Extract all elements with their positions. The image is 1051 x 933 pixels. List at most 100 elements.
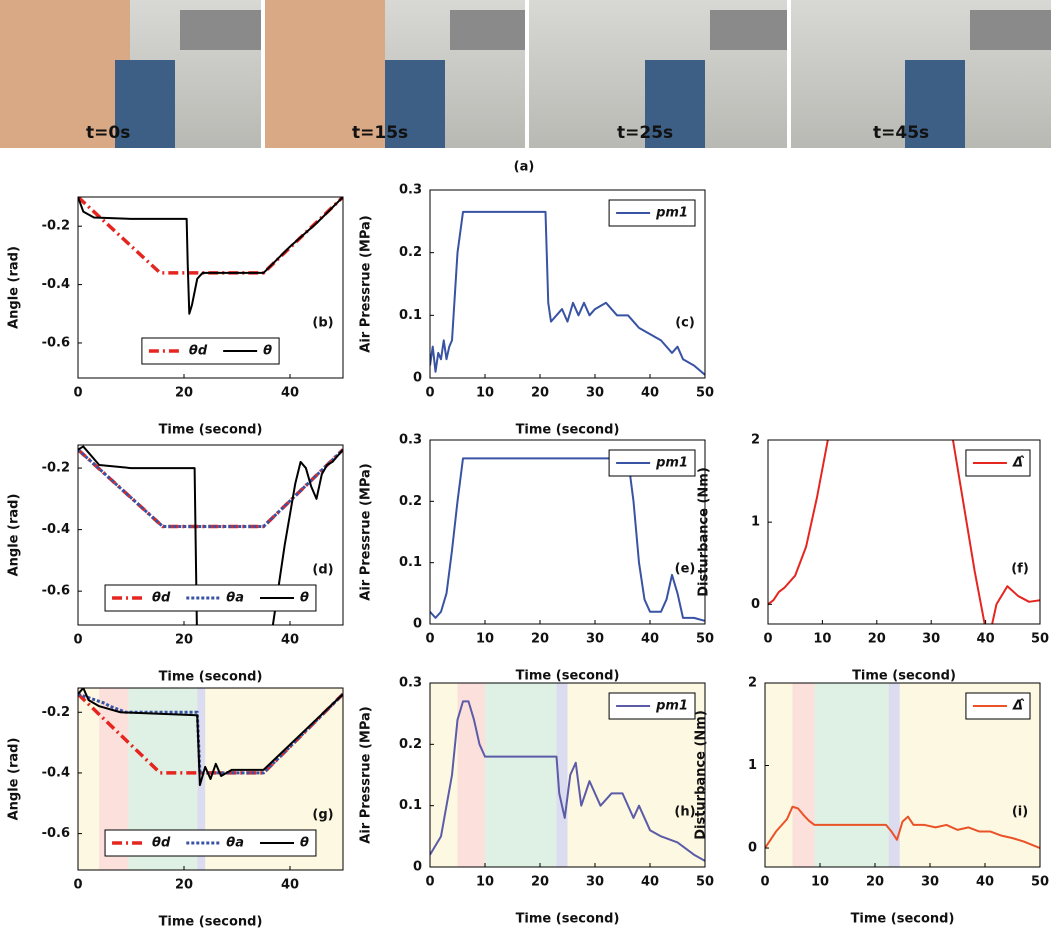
x-tick-label: 10: [476, 632, 494, 647]
panel-label: (b): [312, 316, 333, 331]
legend-label: θ: [300, 836, 309, 851]
x-tick-label: 20: [866, 875, 884, 890]
plot-area: [78, 197, 343, 315]
y-tick-label: -0.6: [42, 584, 70, 599]
photo-label: t=45s: [873, 123, 929, 143]
axes-frame: [764, 682, 1041, 868]
axes-frame: [429, 682, 706, 868]
y-axis-label: Angle (rad): [7, 494, 22, 577]
legend-label: θ: [300, 591, 309, 606]
y-tick-label: 0.3: [399, 676, 422, 691]
y-tick-label: 0: [413, 860, 422, 875]
series-line: [430, 457, 705, 622]
x-tick-label: 20: [531, 632, 549, 647]
photo-label: t=0s: [86, 123, 130, 143]
legend: Δ̂: [965, 449, 1031, 477]
x-tick-label: 0: [425, 386, 434, 401]
series-line: [768, 440, 1040, 624]
x-tick-label: 40: [281, 386, 299, 401]
panel-label: (h): [674, 805, 695, 820]
photo: t=45s: [791, 0, 1051, 148]
y-tick-label: 0: [413, 617, 422, 632]
x-tick-label: 50: [1031, 875, 1049, 890]
chart: 0 20 40 -0.6 -0.4 -0.2 Time (second) Angle (rad…: [7, 687, 344, 930]
series-line: [78, 445, 343, 625]
x-tick-label: 40: [641, 386, 659, 401]
y-tick-label: 0.1: [399, 308, 422, 323]
x-tick-label: 20: [175, 878, 193, 893]
x-tick-label: 50: [696, 386, 714, 401]
x-axis-label: Time (second): [516, 912, 620, 927]
y-tick-label: 0: [413, 371, 422, 386]
legend-label: pm1: [655, 699, 688, 714]
legend-box: [141, 337, 280, 365]
legend: pm1: [608, 449, 696, 477]
legend: Δ̂: [965, 692, 1031, 720]
legend: pm1: [608, 692, 696, 720]
x-tick-label: 0: [763, 632, 772, 647]
photo: t=25s: [529, 0, 787, 148]
region: [485, 683, 557, 867]
legend: θd θa θ: [104, 584, 317, 612]
y-tick-label: -0.2: [42, 461, 70, 476]
x-tick-label: 20: [175, 386, 193, 401]
y-axis-label: Air Pressrue (MPa): [359, 706, 374, 843]
plot-area: [78, 445, 343, 625]
legend-label: θd: [189, 344, 208, 359]
x-tick-label: 10: [811, 875, 829, 890]
photo-label: t=15s: [352, 123, 408, 143]
y-tick-label: -0.6: [42, 335, 70, 350]
y-tick-label: 0.2: [399, 737, 422, 752]
y-axis-label: Air Pressrue (MPa): [359, 463, 374, 600]
chart: 0 20 40 -0.6 -0.4 -0.2 Time (second) Angle (rad…: [7, 444, 344, 685]
series-line: [78, 688, 343, 787]
legend: θd θ: [141, 337, 280, 365]
x-tick-label: 20: [868, 632, 886, 647]
x-tick-label: 0: [425, 875, 434, 890]
chart: 0 10 20 30 40 50 0 0.1 0.2 0.3 Time (second) Air Pr…: [359, 183, 715, 438]
y-tick-label: 0.2: [399, 245, 422, 260]
region: [556, 683, 568, 867]
y-tick-label: 2: [748, 676, 757, 691]
panel-label: (c): [675, 316, 695, 331]
legend-label: Δ̂: [1012, 699, 1025, 714]
x-tick-label: 50: [696, 632, 714, 647]
x-tick-label: 20: [175, 633, 193, 648]
series-line: [78, 448, 343, 529]
x-tick-label: 20: [531, 875, 549, 890]
y-axis-label: Angle (rad): [7, 738, 22, 821]
photo: t=15s: [265, 0, 525, 148]
axes-frame: [77, 687, 344, 871]
caption: (a): [514, 160, 535, 175]
y-tick-label: -0.2: [42, 219, 70, 234]
y-tick-label: 2: [751, 433, 760, 448]
chart: 0 10 20 30 40 50 0 1 2 Time (second) Disturbance (…: [694, 676, 1050, 927]
plot-area: [430, 683, 705, 867]
legend-label: pm1: [655, 456, 688, 471]
x-tick-label: 0: [73, 633, 82, 648]
y-tick-label: 0: [751, 597, 760, 612]
plot-area: [430, 457, 705, 622]
legend-label: θd: [152, 591, 171, 606]
y-tick-label: 0.3: [399, 183, 422, 198]
y-tick-label: 1: [751, 515, 760, 530]
y-tick-label: 0.3: [399, 433, 422, 448]
region: [814, 683, 889, 867]
x-axis-label: Time (second): [159, 670, 263, 685]
x-axis-label: Time (second): [159, 915, 263, 930]
series-line: [765, 805, 1040, 849]
x-tick-label: 0: [760, 875, 769, 890]
series-line: [430, 210, 705, 376]
x-tick-label: 30: [586, 632, 604, 647]
series-line: [78, 692, 343, 775]
y-tick-label: -0.4: [42, 277, 70, 292]
axes-frame: [77, 196, 344, 379]
x-axis-label: Time (second): [159, 423, 263, 438]
x-tick-label: 30: [922, 632, 940, 647]
y-tick-label: 0.1: [399, 798, 422, 813]
plot-area: [765, 683, 1040, 867]
plot-area: [430, 210, 705, 376]
x-axis-label: Time (second): [516, 423, 620, 438]
x-tick-label: 0: [73, 386, 82, 401]
x-tick-label: 30: [921, 875, 939, 890]
